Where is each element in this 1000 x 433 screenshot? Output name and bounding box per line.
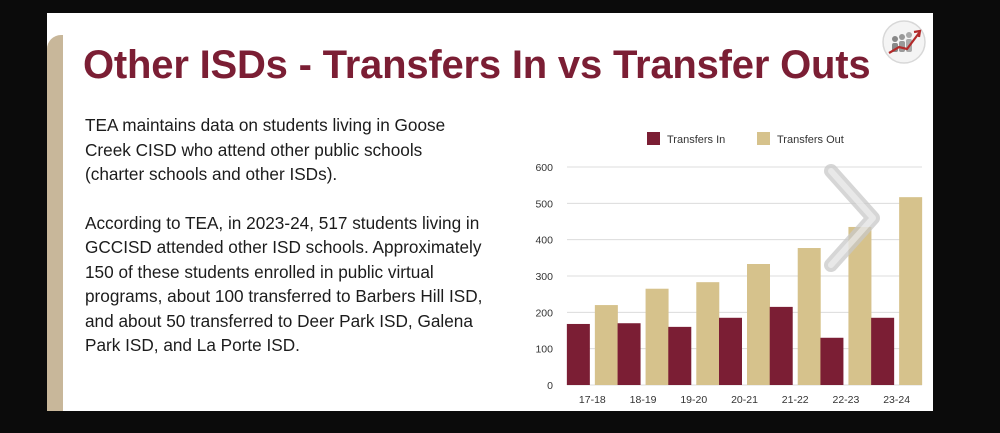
bar-transfers-in: [820, 337, 844, 385]
slide: Other ISDs - Transfers In vs Transfer Ou…: [47, 13, 933, 411]
people-growth-logo-icon: [881, 19, 927, 65]
chart-svg: 0 100 200 300 400 500 600 17-18 18-19 19-20 20-21 2…: [535, 132, 923, 406]
bar-transfers-in: [566, 323, 590, 385]
bar-transfers-in: [719, 317, 742, 385]
y-tick-label: 600: [535, 162, 553, 174]
slide-title: Other ISDs - Transfers In vs Transfer Ou…: [83, 43, 871, 87]
y-tick-label: 500: [535, 198, 553, 210]
x-tick-label: 20-21: [731, 394, 758, 406]
x-tick-label: 18-19: [630, 394, 657, 406]
bar-transfers-in: [871, 317, 895, 385]
bar-transfers-out: [848, 226, 872, 385]
bar-transfers-out: [899, 197, 923, 385]
legend-swatch: [757, 132, 770, 145]
x-tick-label: 22-23: [832, 394, 859, 406]
bar-transfers-out: [797, 248, 821, 385]
bar-transfers-out: [747, 264, 770, 385]
legend-label: Transfers In: [667, 134, 725, 146]
chevron-right-icon[interactable]: [817, 163, 887, 273]
bar-transfers-in: [668, 326, 692, 385]
x-tick-label: 17-18: [579, 394, 606, 406]
y-tick-label: 200: [535, 307, 553, 319]
legend-label: Transfers Out: [777, 134, 844, 146]
bar-transfers-out: [696, 282, 720, 385]
x-tick-label: 19-20: [680, 394, 707, 406]
y-tick-label: 0: [547, 380, 553, 392]
bar-chart: 0 100 200 300 400 500 600 17-18 18-19 19-20 20-21 2…: [467, 111, 927, 411]
y-tick-label: 400: [535, 235, 553, 247]
bar-transfers-in: [769, 306, 793, 385]
body-text: TEA maintains data on students living in…: [85, 113, 485, 382]
bar-transfers-in: [617, 323, 641, 385]
legend-swatch: [647, 132, 660, 145]
accent-bar: [47, 35, 63, 411]
y-tick-label: 100: [535, 344, 553, 356]
y-tick-label: 300: [535, 271, 553, 283]
bar-transfers-out: [594, 305, 618, 385]
bar-transfers-out: [645, 288, 669, 385]
paragraph-1: TEA maintains data on students living in…: [85, 115, 446, 184]
x-tick-label: 23-24: [883, 394, 910, 406]
x-tick-label: 21-22: [782, 394, 809, 406]
paragraph-2: According to TEA, in 2023-24, 517 studen…: [85, 212, 483, 356]
